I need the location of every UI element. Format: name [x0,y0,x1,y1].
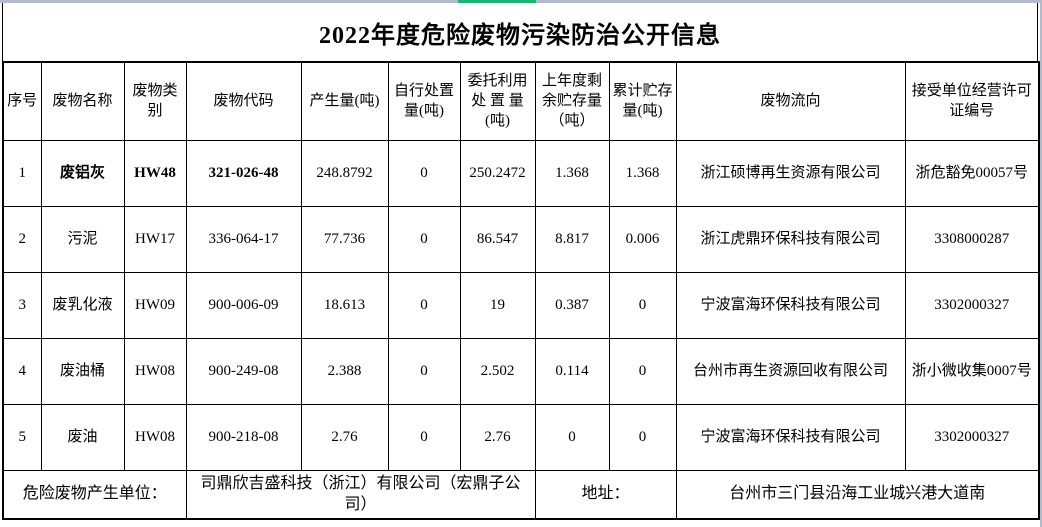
table-cell: 321-026-48 [185,139,302,207]
table-cell: 0 [387,139,461,207]
table-cell: 900-249-08 [185,337,302,405]
table-cell: 77.736 [300,205,389,273]
header-prev-year-storage: 上年度剩余贮存量（吨） [534,61,610,141]
table-cell: 浙江虎鼎环保科技有限公司 [675,205,906,273]
header-entrusted-disposal-amount: 委托利用处 置 量(吨) [459,61,536,141]
header-waste-code: 废物代码 [185,61,302,141]
table-cell: 废油桶 [40,337,125,405]
table-cell: 2.388 [300,337,389,405]
table-cell: 3 [2,271,42,339]
table-cell: 0.006 [608,205,677,273]
table-cell: 0 [387,337,461,405]
table-cell: HW48 [123,139,187,207]
table-cell: 18.613 [300,271,389,339]
table-cell: 宁波富海环保科技有限公司 [675,271,906,339]
table-cell: HW08 [123,337,187,405]
address-value: 台州市三门县沿海工业城兴港大道南 [675,469,1040,520]
table-cell: HW09 [123,271,187,339]
table-cell: 污泥 [40,205,125,273]
table-cell: 浙江硕博再生资源有限公司 [675,139,906,207]
table-header-row: 序号 废物名称 废物类别 废物代码 产生量(吨) 自行处置量(吨) 委托利用处 … [2,61,1040,141]
table-cell: 2.76 [459,403,536,471]
table-cell: 0 [534,403,610,471]
header-cumulative-storage: 累计贮存量(吨) [608,61,677,141]
table-cell: 1.368 [534,139,610,207]
table-row: 2 污泥 HW17 336-064-17 77.736 0 86.547 8.8… [2,205,1040,273]
table-cell: 0 [387,403,461,471]
table-row: 5 废油 HW08 900-218-08 2.76 0 2.76 0 0 宁波富… [2,403,1040,471]
header-waste-category: 废物类别 [123,61,187,141]
table-cell: 0 [608,403,677,471]
table-cell: 0 [608,337,677,405]
table-cell: 248.8792 [300,139,389,207]
header-waste-name: 废物名称 [40,61,125,141]
header-waste-flow: 废物流向 [675,61,906,141]
table-cell: 8.817 [534,205,610,273]
table-cell: 0 [387,271,461,339]
table-cell: 900-218-08 [185,403,302,471]
table-cell: 1.368 [608,139,677,207]
table-cell: 浙小微收集0007号 [904,337,1040,405]
table-row: 3 废乳化液 HW09 900-006-09 18.613 0 19 0.387… [2,271,1040,339]
table-cell: 19 [459,271,536,339]
table-cell: 浙危豁免00057号 [904,139,1040,207]
table-cell: 2 [2,205,42,273]
table-cell: 废乳化液 [40,271,125,339]
address-label: 地址： [534,469,677,520]
table-cell: 3302000327 [904,271,1040,339]
waste-info-sheet: 2022年度危险废物污染防治公开信息 序号 废物名称 废物类别 废物代码 产生量… [2,3,1040,520]
hazardous-waste-table: 序号 废物名称 废物类别 废物代码 产生量(吨) 自行处置量(吨) 委托利用处 … [2,61,1040,520]
table-cell: 0 [608,271,677,339]
table-cell: 0 [387,205,461,273]
table-cell: 3308000287 [904,205,1040,273]
table-cell: 台州市再生资源回收有限公司 [675,337,906,405]
table-cell: HW08 [123,403,187,471]
table-cell: 0.387 [534,271,610,339]
table-cell: 900-006-09 [185,271,302,339]
table-cell: 336-064-17 [185,205,302,273]
table-cell: 3302000327 [904,403,1040,471]
table-cell: 5 [2,403,42,471]
table-row: 4 废油桶 HW08 900-249-08 2.388 0 2.502 0.11… [2,337,1040,405]
table-cell: 250.2472 [459,139,536,207]
page-title: 2022年度危险废物污染防治公开信息 [2,3,1038,61]
table-cell: 1 [2,139,42,207]
table-footer-row: 危险废物产生单位： 司鼎欣吉盛科技（浙江）有限公司（宏鼎子公司） 地址： 台州市… [2,469,1040,520]
table-cell: 4 [2,337,42,405]
table-cell: 0.114 [534,337,610,405]
table-cell: 废油 [40,403,125,471]
table-cell: 宁波富海环保科技有限公司 [675,403,906,471]
header-production-amount: 产生量(吨) [300,61,389,141]
table-row: 1 废铝灰 HW48 321-026-48 248.8792 0 250.247… [2,139,1040,207]
header-self-disposal-amount: 自行处置量(吨) [387,61,461,141]
producer-label: 危险废物产生单位： [2,469,187,520]
producer-value: 司鼎欣吉盛科技（浙江）有限公司（宏鼎子公司） [185,469,536,520]
window-right-border [1040,0,1042,527]
table-cell: HW17 [123,205,187,273]
table-cell: 废铝灰 [40,139,125,207]
window-top-accent-segment [458,0,536,3]
table-cell: 2.502 [459,337,536,405]
table-cell: 86.547 [459,205,536,273]
header-serial-number: 序号 [2,61,42,141]
header-permit-number: 接受单位经营许可证编号 [904,61,1040,141]
table-cell: 2.76 [300,403,389,471]
